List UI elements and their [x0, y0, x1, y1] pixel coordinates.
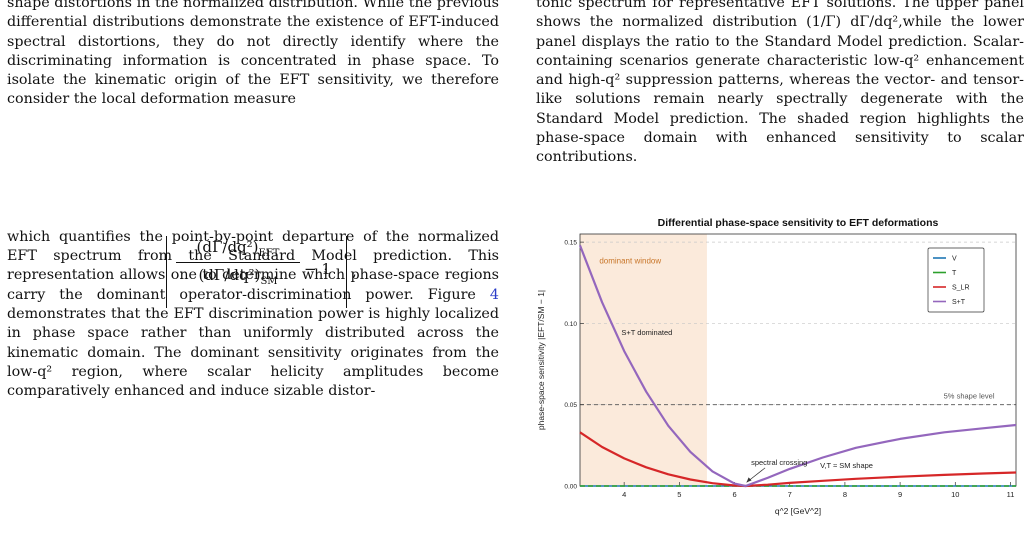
legend-entry: T	[952, 270, 957, 277]
text-run: the previous differential distributions …	[7, 0, 499, 108]
annotation-label: spectral crossing	[751, 458, 807, 467]
equation-fraction: (dΓ/dq²)EFT (dΓ/dq²)SM	[176, 238, 300, 287]
annotation-arrowhead	[746, 477, 752, 483]
annotation-label: V,T ≈ SM shape	[820, 461, 873, 470]
x-tick-label: 11	[1007, 490, 1015, 499]
text-run: demonstrates that the EFT discrimination…	[7, 305, 499, 400]
figure-reference-link[interactable]: 4	[489, 286, 499, 303]
y-axis-label: phase-space sensitivity |EFT/SM − 1|	[536, 290, 546, 430]
x-tick-label: 7	[788, 490, 792, 499]
paragraph-1: shape distortions in the normalized dist…	[7, 0, 499, 110]
deformation-equation: (dΓ/dq²)EFT (dΓ/dq²)SM − 1 ,	[166, 232, 366, 310]
reference-line-label: 5% shape level	[944, 392, 995, 401]
paragraph-2: which quantifies the point-by-point depa…	[7, 228, 499, 402]
equation-minus-one: − 1	[304, 260, 331, 278]
y-tick-label: 0.15	[564, 240, 577, 247]
x-tick-label: 4	[622, 490, 626, 499]
equation-comma: ,	[352, 262, 357, 280]
legend-entry: S+T	[952, 299, 966, 306]
chart-svg: 4 5 6 7 8 9 10 11 0.00 0.05 0.10 0.15 q^2 [GeV^2] pha…	[536, 217, 1017, 516]
figure-caption: tonic spectrum for representative EFT so…	[536, 0, 1024, 166]
right-column: tonic spectrum for representative EFT so…	[536, 0, 1024, 168]
series-line-s-t	[578, 245, 1017, 488]
annotation-label: S+T dominated	[621, 328, 672, 337]
x-tick-label: 10	[951, 490, 959, 499]
legend-box	[927, 247, 985, 313]
chart-title: Differential phase-space sensitivity to …	[658, 217, 939, 229]
x-tick-label: 5	[677, 490, 681, 499]
legend-entry: V	[952, 256, 957, 263]
x-tick-label: 6	[732, 490, 736, 499]
y-tick-label: 0.00	[564, 484, 577, 491]
text-line: shape distortions in the normalized dist…	[7, 0, 405, 11]
y-tick-label: 0.05	[564, 402, 577, 409]
equation-denominator: (dΓ/dq²)SM	[176, 262, 300, 287]
left-column: shape distortions in the normalized dist…	[7, 0, 499, 401]
x-axis-label: q^2 [GeV^2]	[775, 506, 821, 516]
legend-entry: S_LR	[952, 285, 970, 292]
x-tick-label: 8	[843, 490, 847, 499]
text-run: which quantifies the point-by-point depa…	[7, 228, 499, 303]
abs-bar-right	[346, 236, 347, 308]
equation-numerator: (dΓ/dq²)EFT	[196, 238, 280, 259]
y-tick-label: 0.10	[564, 321, 577, 328]
x-tick-label: 9	[898, 490, 902, 499]
abs-bar-left	[166, 236, 167, 308]
sensitivity-chart: 4 5 6 7 8 9 10 11 0.00 0.05 0.10 0.15 q^2 [GeV^2] pha…	[530, 210, 1029, 545]
dominant-window-region	[580, 234, 707, 486]
dominant-window-label: dominant window	[599, 256, 661, 265]
